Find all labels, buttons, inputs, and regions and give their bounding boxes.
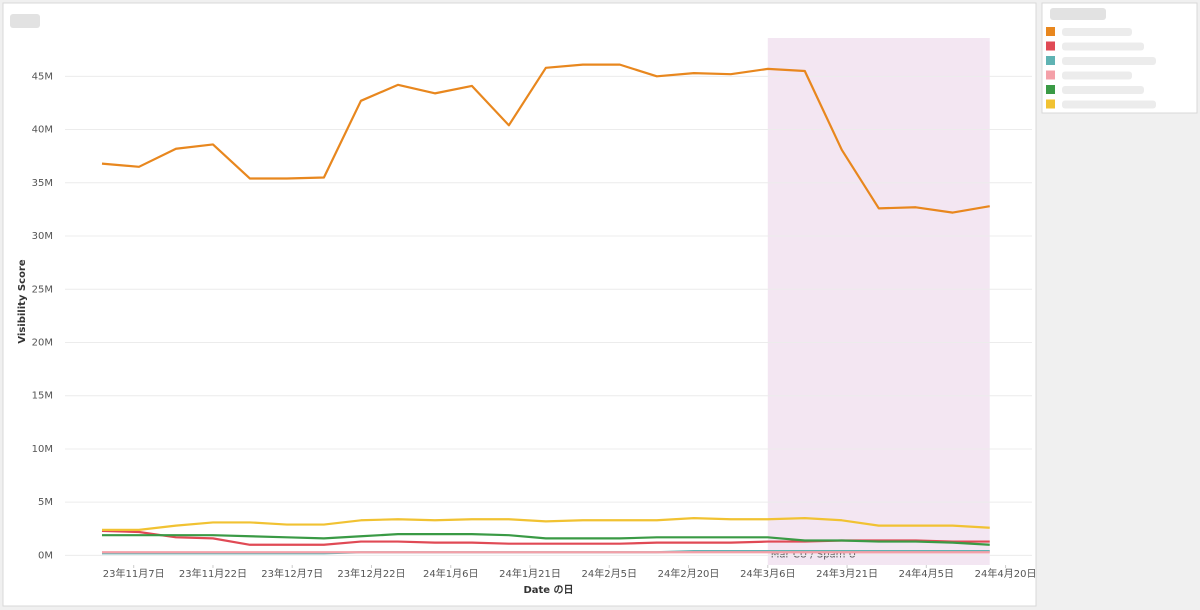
blurred-legend-text [1062,57,1156,65]
x-tick-label: 24年1月21日 [499,567,561,580]
x-tick-label: 24年3月6日 [740,567,795,580]
x-tick-label: 24年2月20日 [658,567,720,580]
y-tick-label: 10M [32,444,53,455]
x-tick-label: 23年12月22日 [337,567,405,580]
y-tick-label: 35M [32,178,53,189]
series-line [101,533,990,546]
legend-swatch [1046,27,1055,36]
x-tick-label: 24年4月5日 [899,567,954,580]
y-tick-label: 30M [32,231,53,242]
legend-swatch [1046,56,1055,65]
x-tick-label: 24年3月21日 [816,567,878,580]
highlight-band [767,38,990,565]
blurred-legend-text [1062,28,1132,36]
blurred-legend-text [1062,100,1156,109]
blurred-legend-text [1062,42,1144,51]
x-tick-label: 24年2月5日 [582,567,637,580]
blurred-legend-text [1062,86,1144,94]
y-tick-label: 20M [32,337,53,348]
blurred-title [10,14,40,28]
legend-swatch [1046,85,1055,94]
y-tick-label: 45M [32,71,53,82]
x-tick-label: 23年11月7日 [103,567,165,580]
blurred-legend-title [1050,8,1106,20]
x-tick-label: 24年4月20日 [975,567,1037,580]
legend-swatch [1046,99,1055,109]
x-tick-label: 23年11月22日 [179,567,247,580]
y-axis-title: Visibility Score [17,259,28,344]
y-tick-label: 40M [32,125,53,136]
legend-swatch [1046,70,1055,80]
blurred-legend-text [1062,71,1132,80]
series-line [101,517,990,531]
legend [1046,27,1156,109]
y-tick-label: 15M [32,391,53,402]
y-tick-label: 5M [38,497,53,508]
plot: Mar CU / Spam U0M5M10M15M20M25M30M35M40M… [17,38,1036,596]
y-tick-label: 0M [38,550,53,561]
y-tick-label: 25M [32,284,53,295]
x-tick-label: 23年12月7日 [261,567,323,580]
x-axis-title: Date の日 [523,584,573,596]
x-tick-label: 24年1月6日 [423,567,478,580]
legend-swatch [1046,41,1055,51]
series-line [101,63,990,214]
